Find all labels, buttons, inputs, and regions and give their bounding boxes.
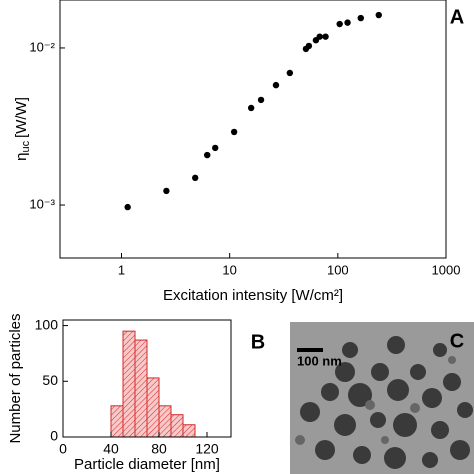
histogram-bar [134, 339, 148, 438]
y-label-unit: [W/W] [13, 97, 30, 138]
data-point [336, 20, 343, 28]
data-point [322, 33, 329, 40]
scale-bar-label: 100 nm [297, 353, 342, 368]
histogram-bar [146, 377, 160, 438]
panel-label: B [251, 331, 265, 353]
tem-image [290, 322, 474, 474]
data-point [344, 19, 351, 26]
data-point [357, 14, 364, 22]
histogram-bar [182, 424, 196, 438]
x-tick-label: 120 [195, 441, 219, 457]
data-point [272, 81, 280, 89]
x-tick-label: 40 [103, 441, 119, 457]
x-tick-label: 80 [151, 441, 167, 457]
panel-label: C [450, 330, 464, 352]
data-point [305, 42, 313, 50]
histogram-bar [110, 405, 124, 438]
y-tick-label: 10⁻³ [29, 196, 55, 211]
panel-label: A [450, 6, 464, 28]
data-point [204, 151, 211, 159]
y-tick-label: 50 [42, 372, 58, 388]
y-tick-label: 10⁻² [29, 39, 55, 54]
histogram-bar [122, 330, 136, 438]
data-point [375, 11, 382, 19]
y-axis-label: ηuc [W/W] [13, 97, 32, 161]
data-point [163, 187, 170, 195]
data-point [286, 69, 294, 77]
plot-frame [62, 319, 232, 438]
y-tick-label: 0 [50, 428, 58, 444]
x-tick-label: 1000 [432, 262, 461, 277]
data-point [212, 144, 219, 152]
data-point [191, 174, 199, 182]
y-axis-label: Number of particles [7, 313, 24, 443]
x-axis-label: Particle diameter [nm] [74, 456, 220, 473]
x-tick-label: 1 [118, 262, 125, 277]
x-tick-label: 0 [59, 441, 67, 457]
histogram-bar [158, 405, 172, 438]
y-label-symbol: η [13, 153, 30, 161]
histogram-bar [170, 414, 184, 438]
data-point [257, 96, 265, 104]
y-tick-label: 100 [35, 316, 59, 332]
x-tick-label: 100 [327, 262, 349, 277]
data-point [124, 203, 131, 211]
x-axis-label: Excitation intensity [W/cm²] [163, 287, 343, 304]
y-label-subscript: uc [20, 140, 32, 152]
scale-bar [297, 348, 323, 352]
data-point [230, 128, 238, 136]
data-point [316, 33, 323, 40]
data-point [247, 104, 255, 112]
x-tick-label: 10 [222, 262, 236, 277]
plot-frame [59, 0, 447, 259]
